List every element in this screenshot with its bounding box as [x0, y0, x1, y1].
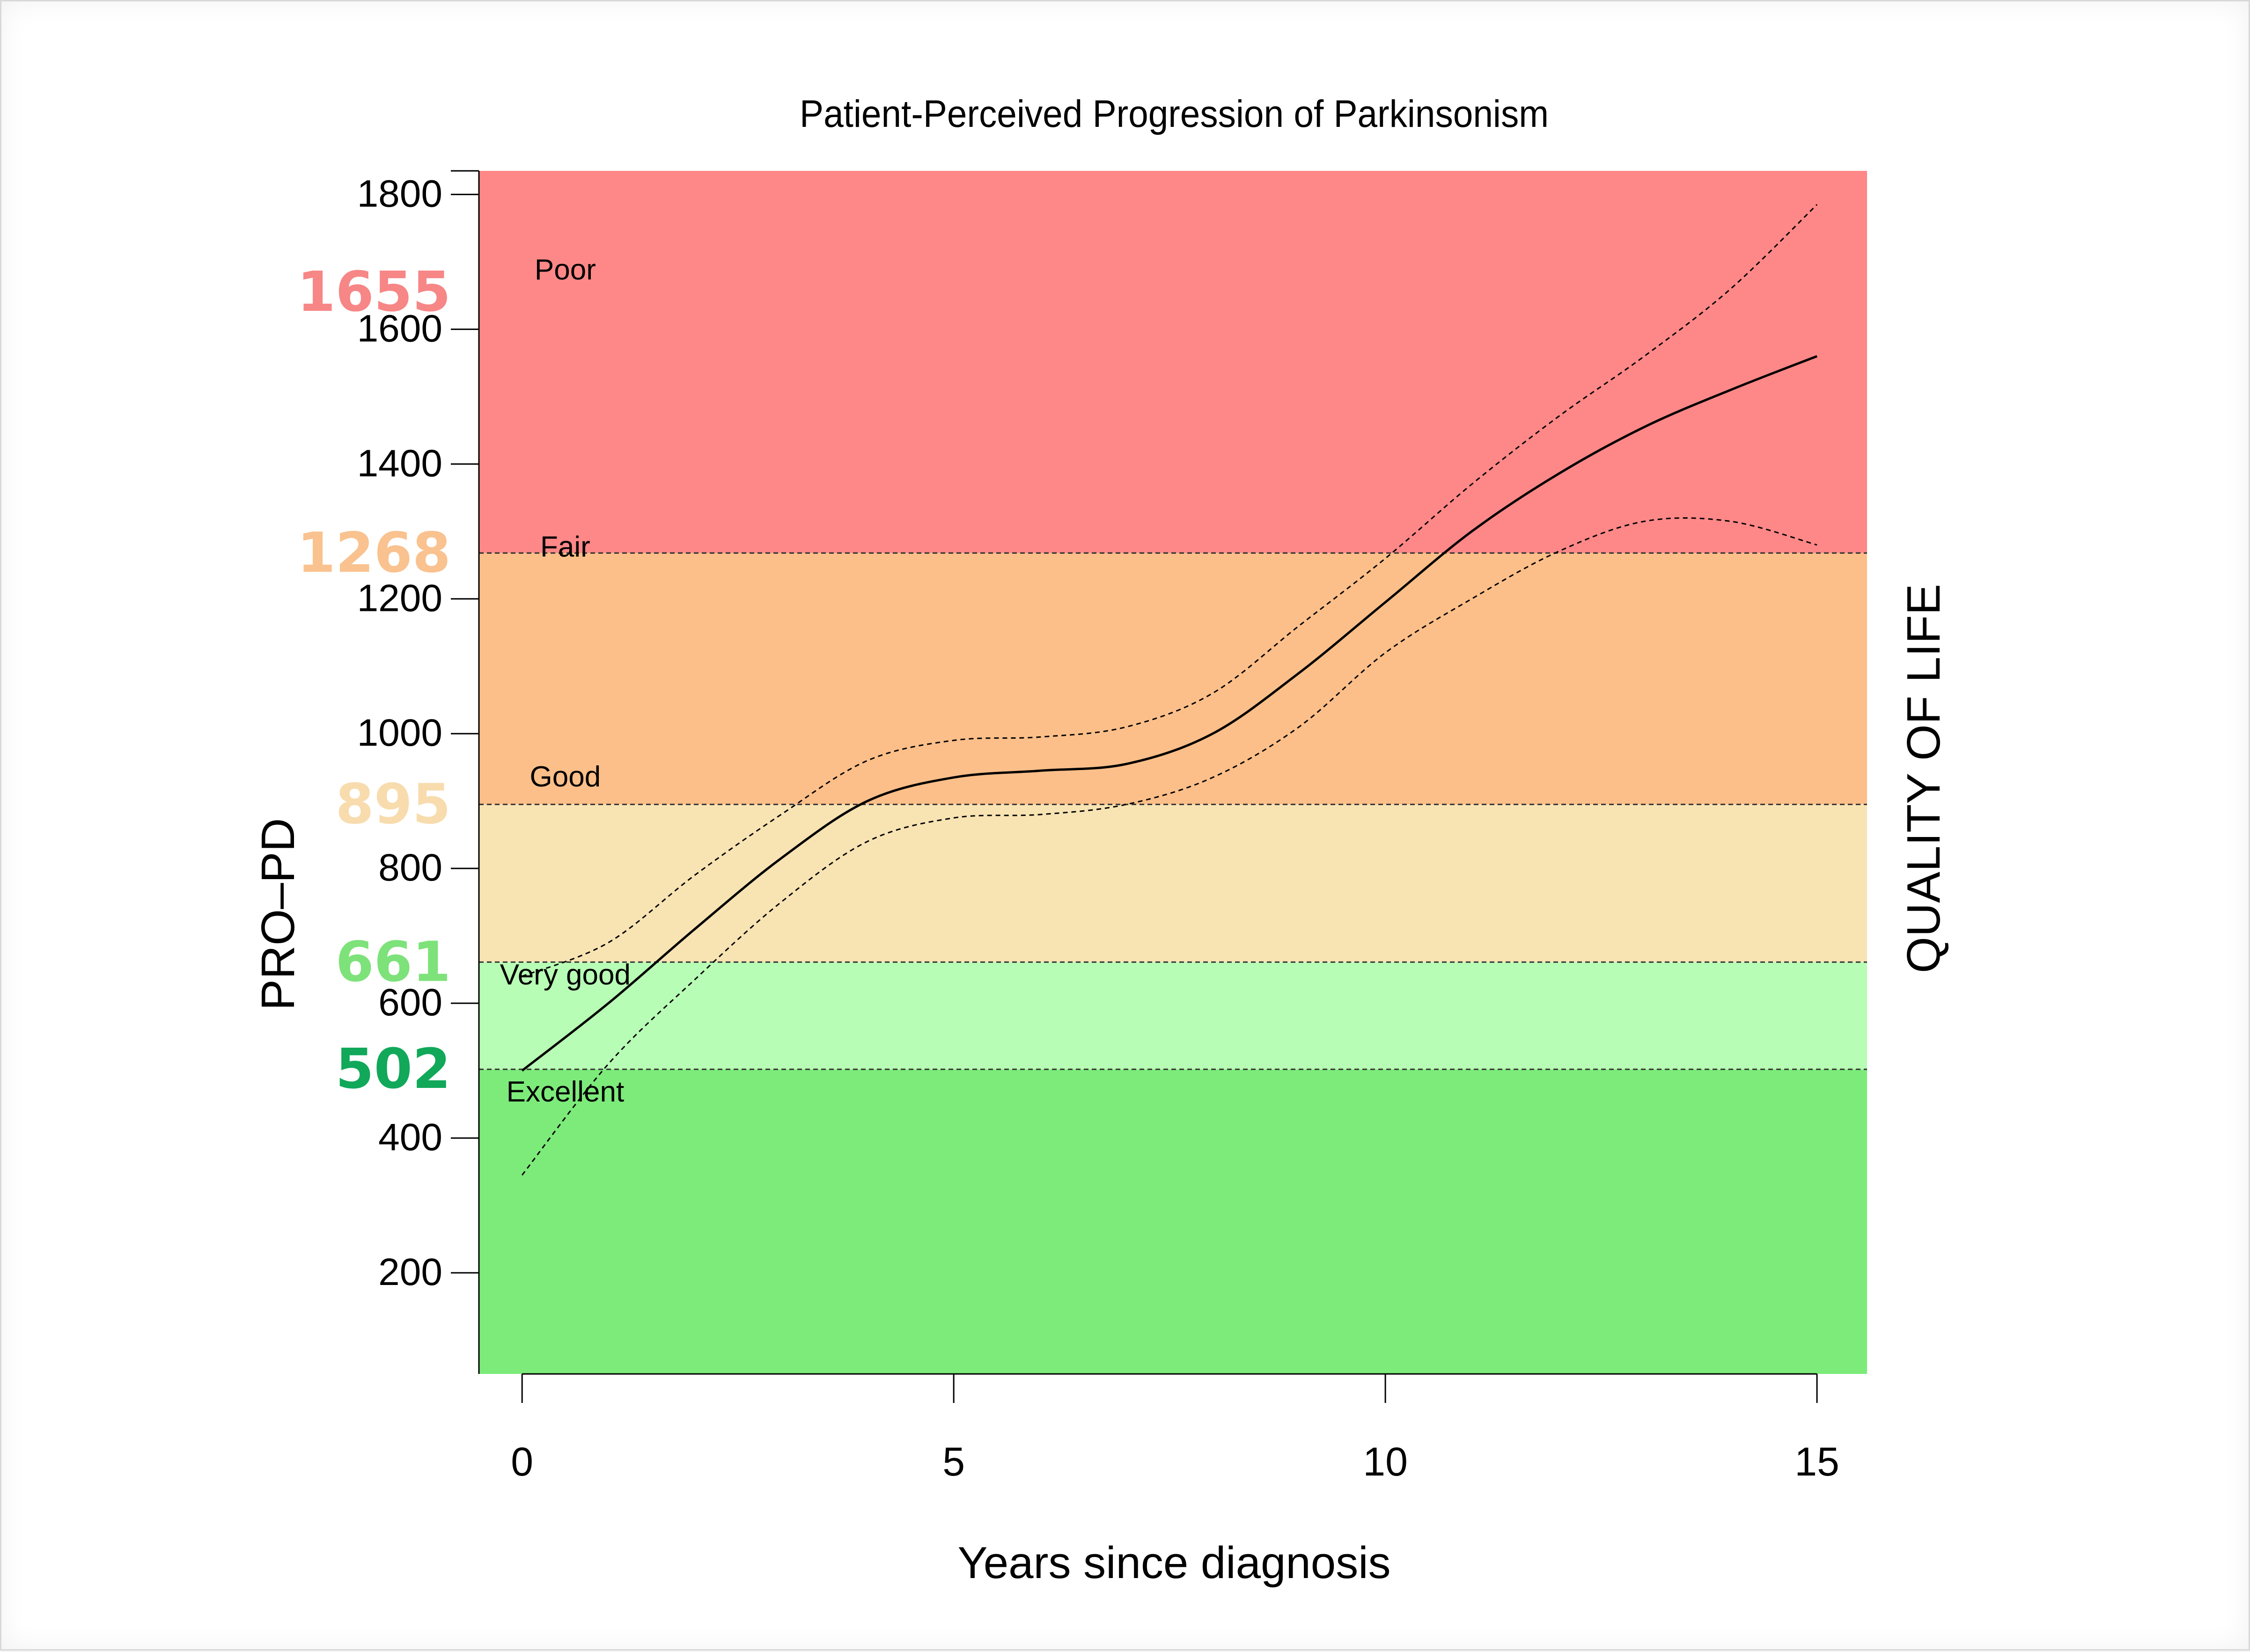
y-axis-label: PRO–PD	[252, 818, 304, 1010]
threshold-label: 1268	[297, 520, 451, 585]
band-good	[479, 804, 1867, 962]
band-boundaries	[479, 552, 1867, 1070]
threshold-label: 895	[336, 771, 451, 836]
series-lines	[521, 204, 1818, 1176]
band-label: Very good	[500, 959, 631, 991]
y-tick-label: 600	[378, 981, 442, 1024]
axes	[451, 170, 1818, 1403]
band-label: Good	[530, 761, 601, 793]
chart-texts: Excellent Very good Good Fair Poor 200 400 600 8…	[252, 93, 1950, 1588]
threshold-label: 502	[336, 1036, 451, 1101]
series-upper-bound	[522, 204, 1818, 977]
threshold-label: 661	[336, 929, 451, 994]
band-poor	[479, 171, 1867, 553]
band-fair	[479, 553, 1867, 805]
x-tick-label: 5	[942, 1439, 965, 1484]
x-tick-label: 10	[1363, 1439, 1408, 1484]
y-tick-label: 1400	[357, 442, 442, 485]
threshold-label: 1655	[297, 259, 451, 324]
y-tick-label: 1600	[357, 307, 442, 350]
y-tick-label: 200	[378, 1251, 442, 1293]
band-label: Excellent	[507, 1076, 625, 1108]
x-tick-label: 0	[511, 1439, 533, 1484]
band-excellent	[479, 1069, 1867, 1374]
quality-bands	[479, 171, 1867, 1374]
band-label: Poor	[535, 254, 596, 286]
y-tick-label: 1200	[357, 577, 442, 619]
x-axis-label: Years since diagnosis	[957, 1538, 1390, 1588]
y-tick-label: 1000	[357, 712, 442, 754]
y-tick-label: 400	[378, 1116, 442, 1159]
series-lower-bound	[522, 517, 1817, 1176]
y-tick-label: 1800	[357, 172, 442, 215]
band-label: Fair	[540, 531, 590, 563]
y-tick-label: 800	[378, 846, 442, 889]
x-tick-label: 15	[1794, 1439, 1839, 1484]
right-axis-label: QUALITY OF LIFE	[1897, 584, 1950, 973]
chart-title: Patient-Perceived Progression of Parkins…	[800, 93, 1549, 135]
band-very-good	[479, 962, 1867, 1070]
series-estimate	[521, 355, 1818, 1072]
